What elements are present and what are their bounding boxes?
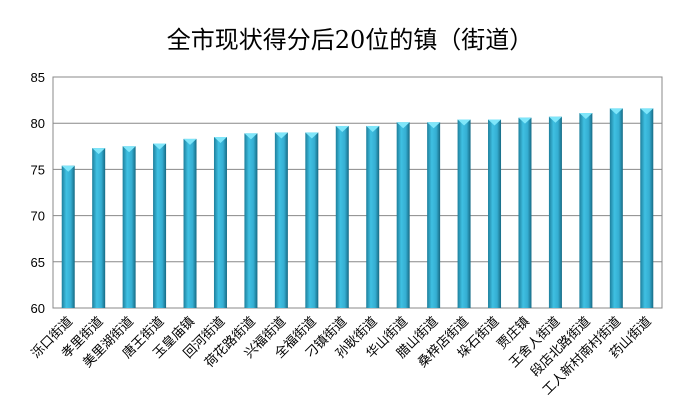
y-tick-label: 65 <box>31 255 45 270</box>
y-tick-label: 70 <box>31 209 45 224</box>
bar <box>244 133 258 308</box>
bar-cap <box>640 108 654 115</box>
bar <box>366 125 380 308</box>
bar-cap <box>153 143 167 150</box>
bar-cap <box>579 113 593 120</box>
bar <box>213 137 227 308</box>
y-tick-label: 80 <box>31 116 45 131</box>
bar-cap <box>457 119 471 126</box>
bar <box>609 108 623 308</box>
bar <box>335 125 349 308</box>
bar-cap <box>305 132 319 139</box>
bar-cap <box>244 133 258 140</box>
bar <box>518 117 532 308</box>
bar <box>488 119 502 308</box>
y-tick-label: 75 <box>31 162 45 177</box>
y-tick-label: 85 <box>31 70 45 85</box>
bar <box>122 146 136 308</box>
bar <box>579 113 593 308</box>
bar-cap <box>183 138 197 145</box>
bar-cap <box>518 117 532 124</box>
bar <box>396 122 410 308</box>
bar-cap <box>335 125 349 132</box>
bar <box>61 165 75 308</box>
bar <box>305 132 319 308</box>
bar-cap <box>213 137 227 144</box>
bar <box>153 143 167 308</box>
bar-cap <box>274 132 288 139</box>
bar-cap <box>609 108 623 115</box>
bar-cap <box>122 146 136 153</box>
bar <box>427 122 441 308</box>
chart-title: 全市现状得分后20位的镇（街道） <box>166 26 534 54</box>
bar-cap <box>92 148 106 155</box>
y-tick-label: 60 <box>31 301 45 316</box>
bar <box>640 108 654 308</box>
bar <box>457 119 471 308</box>
bar <box>548 116 562 309</box>
bar <box>274 132 288 308</box>
bar <box>92 148 106 308</box>
bar-cap <box>396 122 410 129</box>
bar-cap <box>366 125 380 132</box>
bar-cap <box>61 165 75 172</box>
bar-cap <box>488 119 502 126</box>
bar-cap <box>548 116 562 123</box>
bar <box>183 138 197 308</box>
bar-cap <box>427 122 441 129</box>
plot-area <box>52 76 663 309</box>
